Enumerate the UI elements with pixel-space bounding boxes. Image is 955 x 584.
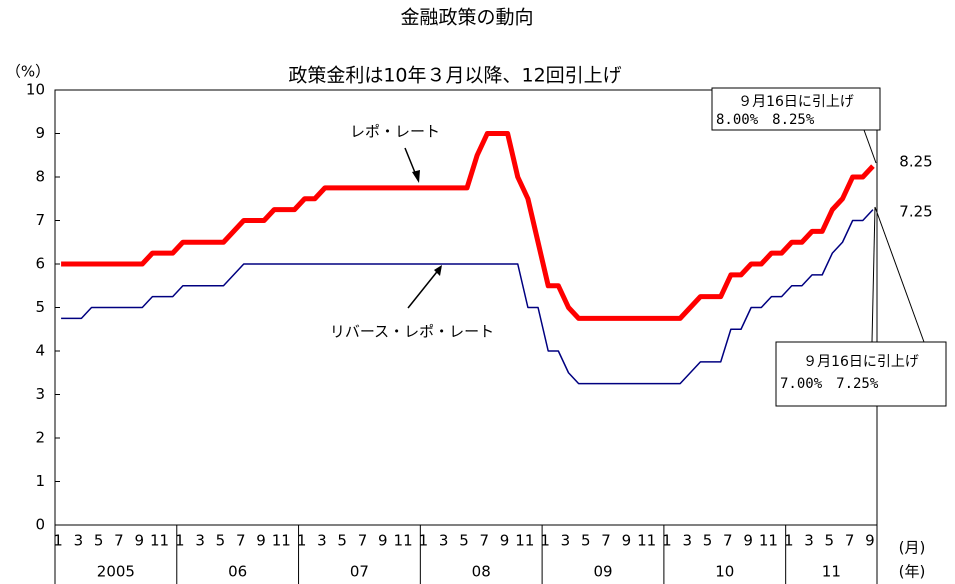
x-tick-label: 1 xyxy=(297,532,307,550)
end-label: 7.25 xyxy=(899,203,932,221)
x-tick-label: 9 xyxy=(256,532,266,550)
callout-text: 7.00% 7.25% xyxy=(780,376,879,392)
x-tick-label: 11 xyxy=(150,532,169,550)
series-line xyxy=(61,131,875,321)
y-tick-label: 0 xyxy=(35,516,45,534)
y-tick-label: 9 xyxy=(35,124,45,142)
leader-line xyxy=(863,129,877,164)
y-tick-label: 6 xyxy=(35,255,45,273)
arrow xyxy=(407,267,441,309)
callout-box xyxy=(775,341,947,407)
year-label: 08 xyxy=(472,563,491,581)
arrow-head xyxy=(434,265,442,276)
year-label: 10 xyxy=(715,563,734,581)
x-tick-label: 9 xyxy=(622,532,632,550)
year-label: 07 xyxy=(350,563,369,581)
y-tick-label: 3 xyxy=(35,385,45,403)
chart-subtitle: 政策金利は10年３月以降、12回引上げ xyxy=(288,65,621,87)
y-tick-label: 4 xyxy=(35,342,45,360)
x-tick-label: 5 xyxy=(459,532,469,550)
x-tick-label: 9 xyxy=(134,532,144,550)
x-tick-label: 5 xyxy=(581,532,591,550)
x-unit: (年) xyxy=(899,563,926,581)
x-tick-label: 9 xyxy=(500,532,510,550)
x-tick-label: 5 xyxy=(337,532,347,550)
x-tick-label: 7 xyxy=(601,532,611,550)
x-tick-label: 9 xyxy=(865,532,875,550)
year-label: 09 xyxy=(593,563,612,581)
x-tick-label: 3 xyxy=(439,532,449,550)
x-tick-label: 3 xyxy=(561,532,571,550)
x-tick-label: 11 xyxy=(272,532,291,550)
callout-text: 8.00% 8.25% xyxy=(716,112,815,128)
x-tick-label: 7 xyxy=(236,532,246,550)
x-tick-label: 1 xyxy=(419,532,429,550)
callout-text: ９月16日に引上げ xyxy=(803,354,919,370)
y-tick-label: 2 xyxy=(35,429,45,447)
callout-text: ９月16日に引上げ xyxy=(738,94,854,110)
x-tick-label: 1 xyxy=(53,532,63,550)
x-tick-label: 5 xyxy=(703,532,713,550)
leader-line xyxy=(874,206,925,343)
y-tick-label: 5 xyxy=(35,298,45,316)
arrow-head xyxy=(412,170,420,183)
x-tick-label: 3 xyxy=(682,532,692,550)
x-tick-label: 11 xyxy=(394,532,413,550)
y-tick-label: 10 xyxy=(26,81,45,99)
x-tick-label: 3 xyxy=(195,532,205,550)
y-tick-label: 8 xyxy=(35,168,45,186)
x-tick-label: 7 xyxy=(114,532,124,550)
x-tick-label: 7 xyxy=(358,532,368,550)
x-tick-label: 7 xyxy=(723,532,733,550)
x-tick-label: 11 xyxy=(515,532,534,550)
callout-box xyxy=(711,87,881,131)
annotation: リバース・レポ・レート xyxy=(330,323,494,341)
year-label: 2005 xyxy=(97,563,135,581)
x-tick-label: 5 xyxy=(94,532,104,550)
x-tick-label: 11 xyxy=(637,532,656,550)
year-label: 11 xyxy=(822,563,841,581)
x-tick-label: 7 xyxy=(845,532,855,550)
y-tick-label: 1 xyxy=(35,472,45,490)
x-tick-label: 3 xyxy=(74,532,84,550)
x-tick-label: 5 xyxy=(825,532,835,550)
x-tick-label: 9 xyxy=(378,532,388,550)
year-label: 06 xyxy=(228,563,247,581)
x-tick-label: 11 xyxy=(759,532,778,550)
annotation: レポ・レート xyxy=(350,123,440,141)
end-label: 8.25 xyxy=(899,153,932,171)
y-label: （%） xyxy=(6,63,50,81)
y-tick-label: 7 xyxy=(35,211,45,229)
chart-title: 金融政策の動向 xyxy=(400,7,533,29)
leader-line xyxy=(871,206,876,343)
series-line xyxy=(61,209,874,385)
x-tick-label: 1 xyxy=(662,532,672,550)
x-unit: (月) xyxy=(899,539,926,557)
x-tick-label: 5 xyxy=(216,532,226,550)
x-tick-label: 1 xyxy=(540,532,550,550)
x-tick-label: 1 xyxy=(784,532,794,550)
x-tick-label: 9 xyxy=(743,532,753,550)
x-tick-label: 1 xyxy=(175,532,185,550)
x-tick-label: 3 xyxy=(804,532,814,550)
x-tick-label: 3 xyxy=(317,532,327,550)
x-tick-label: 7 xyxy=(479,532,489,550)
